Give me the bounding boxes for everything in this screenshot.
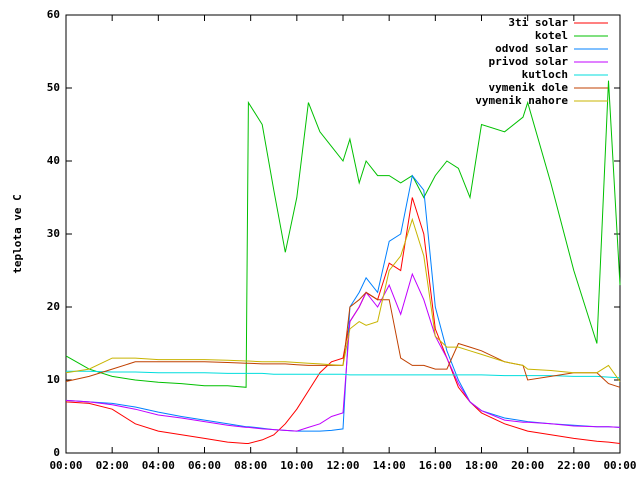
data-line [66, 370, 621, 379]
y-tick-label: 50 [47, 81, 60, 94]
data-line [65, 291, 621, 388]
x-tick-label: 00:00 [49, 459, 82, 472]
legend-label: odvod solar [495, 42, 568, 55]
legend-label: kutloch [522, 68, 568, 81]
data-line [65, 80, 621, 388]
y-axis-label: teplota ve C [11, 194, 24, 273]
data-line [65, 217, 621, 382]
x-tick-label: 08:00 [234, 459, 267, 472]
y-tick-label: 30 [47, 227, 60, 240]
x-tick-label: 02:00 [96, 459, 129, 472]
y-tick-label: 0 [53, 446, 60, 459]
data-line [65, 272, 621, 432]
data-line [65, 174, 621, 432]
x-tick-label: 10:00 [280, 459, 313, 472]
legend-label: kotel [535, 29, 568, 42]
legend-label: vymenik nahore [475, 94, 568, 107]
x-tick-label: 00:00 [603, 459, 636, 472]
x-tick-label: 18:00 [465, 459, 498, 472]
y-tick-label: 20 [47, 300, 60, 313]
x-tick-label: 20:00 [511, 459, 544, 472]
legend-label: privod solar [489, 55, 569, 68]
x-tick-label: 04:00 [142, 459, 175, 472]
legend-label: 3ti solar [508, 16, 568, 29]
x-tick-label: 06:00 [188, 459, 221, 472]
y-tick-label: 60 [47, 8, 60, 21]
x-tick-label: 12:00 [326, 459, 359, 472]
x-tick-label: 16:00 [419, 459, 452, 472]
x-tick-label: 22:00 [557, 459, 590, 472]
legend-label: vymenik dole [489, 81, 569, 94]
y-tick-label: 40 [47, 154, 60, 167]
x-tick-label: 14:00 [373, 459, 406, 472]
y-tick-label: 10 [47, 373, 60, 386]
